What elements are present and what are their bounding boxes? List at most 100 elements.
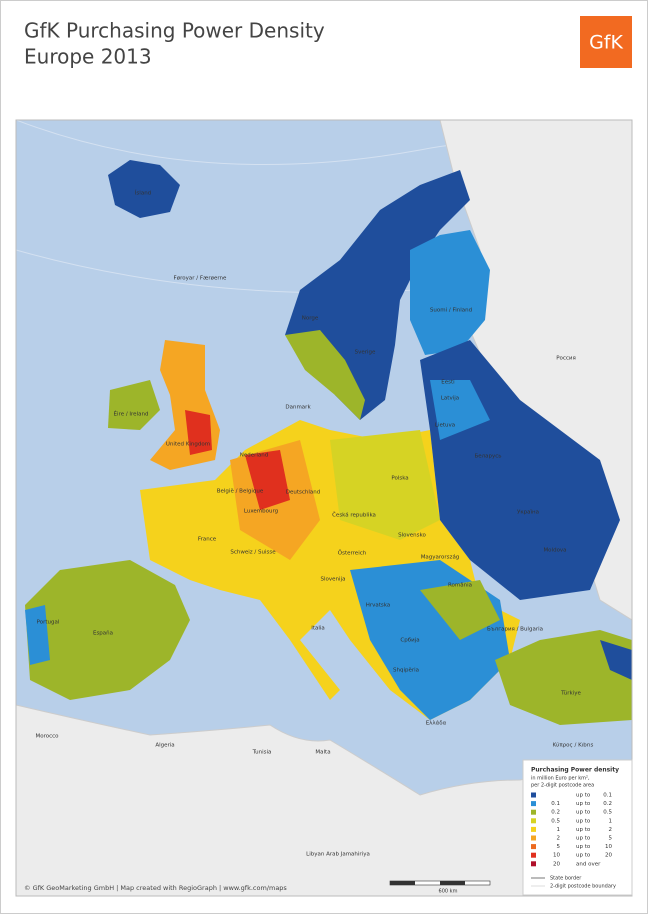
place-label: Norge — [302, 316, 319, 322]
place-label: Česká republika — [332, 512, 376, 519]
place-label: Slovensko — [398, 533, 426, 539]
place-label: Libyan Arab Jamahiriya — [306, 852, 370, 858]
place-label: Polska — [391, 476, 408, 482]
place-label: Éire / Ireland — [114, 410, 149, 418]
place-label: Magyarország — [421, 554, 460, 561]
place-label: België / Belgique — [217, 489, 264, 495]
legend-swatch — [531, 809, 536, 815]
place-label: Slovenija — [321, 577, 346, 583]
region — [495, 630, 632, 725]
legend-subtitle: in million Euro per km², — [531, 776, 590, 782]
place-label: Hrvatska — [366, 603, 391, 609]
legend-swatch — [531, 792, 536, 798]
scale-bar: 600 km — [389, 880, 491, 895]
region — [25, 605, 50, 665]
legend-connector: up to — [576, 810, 591, 816]
scale-label: 600 km — [439, 889, 458, 895]
region — [25, 560, 190, 700]
legend-to: 2 — [609, 827, 613, 833]
legend-box — [522, 759, 633, 896]
place-label: España — [93, 631, 113, 637]
place-label: Danmark — [285, 405, 311, 411]
map-frame — [15, 119, 633, 897]
legend-connector: and over — [576, 861, 601, 867]
legend-swatch — [531, 844, 536, 850]
place-label: Portugal — [37, 620, 60, 626]
place-label: Türkiye — [560, 691, 581, 697]
legend-subtitle: per 2-digit postcode area — [531, 783, 594, 789]
legend-connector: up to — [576, 801, 591, 807]
place-label: România — [448, 582, 472, 589]
region — [600, 640, 632, 680]
legend-to: 5 — [609, 836, 613, 842]
place-label: Schweiz / Suisse — [230, 550, 276, 556]
legend-connector: up to — [576, 844, 591, 850]
legend-swatch — [531, 835, 536, 841]
legend-from: 0.1 — [551, 801, 560, 807]
place-label: Luxembourg — [244, 509, 278, 515]
logo — [580, 16, 632, 68]
legend-to: 1 — [609, 818, 613, 824]
region — [245, 450, 290, 510]
place-label: Україна — [517, 510, 539, 516]
land-outside — [16, 704, 632, 896]
legend-from: 20 — [553, 861, 560, 867]
region — [108, 160, 180, 218]
legend-to: 0.2 — [603, 801, 612, 807]
legend-from: 2 — [557, 836, 561, 842]
region — [430, 380, 490, 440]
legend-to: 0.5 — [603, 810, 612, 816]
place-label: Србија — [400, 638, 419, 644]
legend-swatch — [531, 818, 536, 824]
legend: Purchasing Power density in million Euro… — [522, 759, 633, 896]
legend-title: Purchasing Power density — [531, 767, 619, 774]
place-label: Moldova — [543, 548, 566, 554]
legend-from: 0.5 — [551, 818, 560, 824]
region — [108, 380, 160, 430]
legend-swatch — [531, 801, 536, 807]
place-label: Shqipëria — [393, 668, 419, 674]
place-label: Lietuva — [435, 423, 455, 429]
place-label: Κύπρος / Kıbrıs — [553, 742, 594, 749]
region — [420, 580, 500, 640]
place-label: Ελλάδα — [426, 720, 447, 727]
legend-from: 10 — [553, 853, 560, 859]
region — [330, 430, 440, 540]
place-label: Eesti — [441, 380, 455, 386]
region — [285, 330, 365, 420]
region — [185, 410, 212, 455]
scale-bar — [390, 881, 415, 885]
place-label: Sverige — [355, 350, 376, 356]
place-label: Tunisia — [252, 750, 272, 756]
legend-to: 0.1 — [603, 793, 612, 799]
place-label: Ísland — [135, 190, 151, 197]
legend-connector: up to — [576, 827, 591, 833]
legend-to: 20 — [605, 853, 612, 859]
place-label: Italia — [311, 626, 325, 632]
place-label: Nederland — [240, 453, 269, 459]
place-label: Algeria — [155, 743, 174, 749]
legend-to: 10 — [605, 844, 612, 850]
legend-connector: up to — [576, 836, 591, 842]
legend-from: 0.2 — [551, 810, 560, 816]
legend-connector: up to — [576, 793, 591, 799]
logo-text: GfK — [589, 32, 623, 54]
place-label: Österreich — [338, 550, 367, 557]
place-label: Morocco — [35, 734, 59, 740]
legend-from: 5 — [557, 844, 561, 850]
title: Europe 2013 — [24, 45, 152, 69]
legend-connector: up to — [576, 818, 591, 824]
legend-border: State border — [550, 876, 582, 882]
title: GfK Purchasing Power Density — [24, 19, 325, 43]
place-label: Latvija — [441, 396, 459, 402]
legend-from: 1 — [557, 827, 561, 833]
place-label: Malta — [315, 750, 330, 756]
legend-border: 2-digit postcode boundary — [550, 884, 616, 890]
legend-connector: up to — [576, 853, 591, 859]
region — [410, 230, 490, 355]
legend-swatch — [531, 852, 536, 858]
place-label: Suomi / Finland — [430, 308, 472, 314]
scale-bar — [440, 881, 465, 885]
place-label: Føroyar / Færøerne — [174, 276, 227, 282]
place-label: United Kingdom — [166, 442, 210, 448]
